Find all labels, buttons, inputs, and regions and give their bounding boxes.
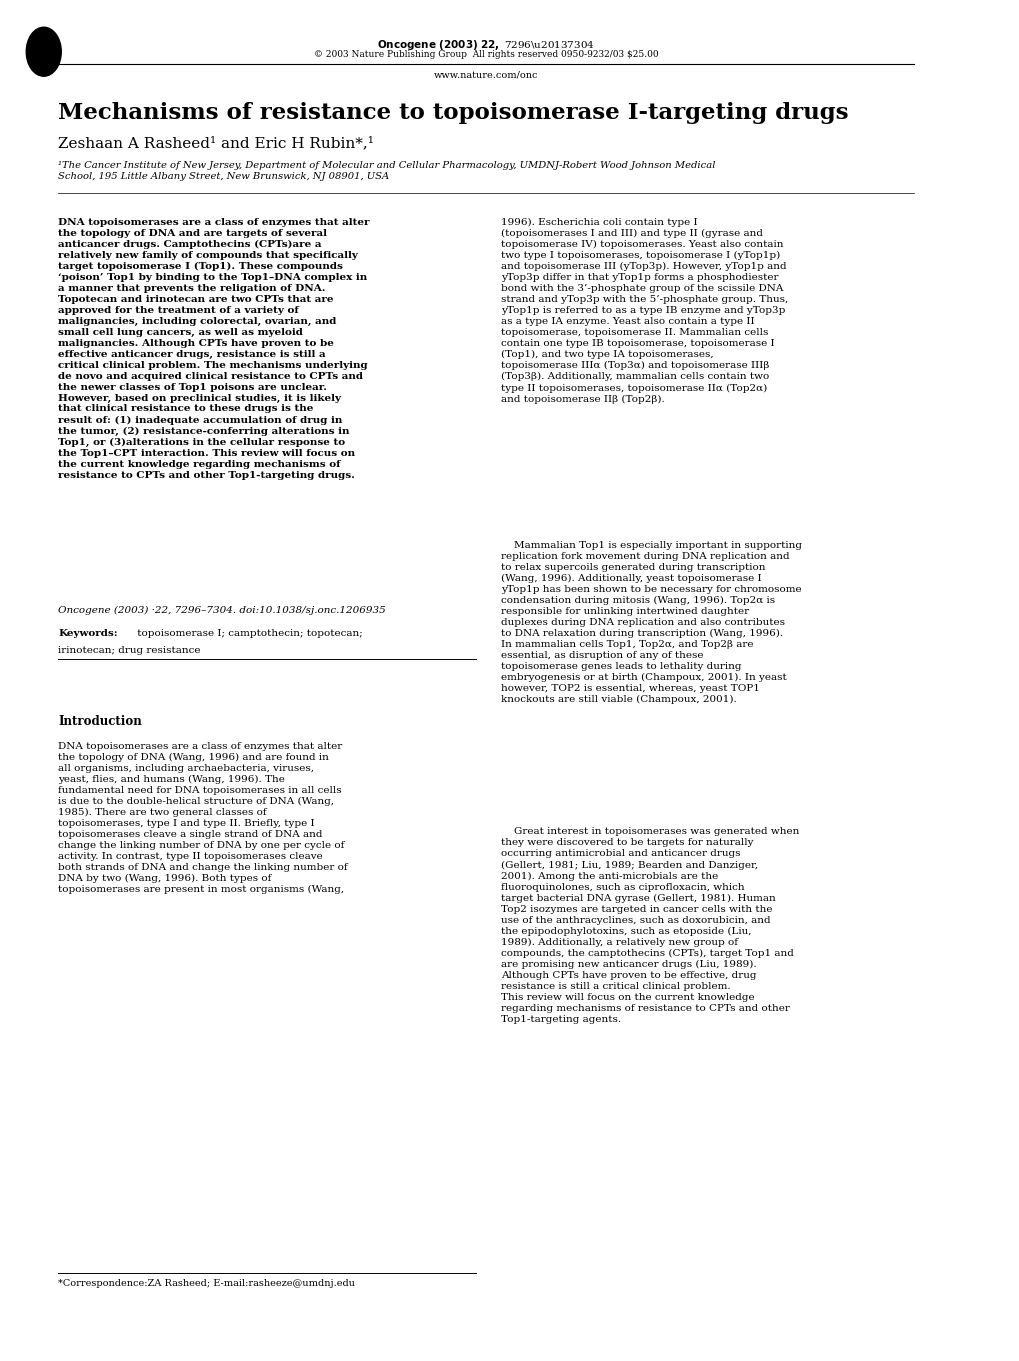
Text: Oncogene (2003) ·22, 7296–7304. doi:10.1038/sj.onc.1206935: Oncogene (2003) ·22, 7296–7304. doi:10.1… — [58, 606, 386, 615]
Text: Keywords:: Keywords: — [58, 629, 118, 638]
Text: ¹The Cancer Institute of New Jersey, Department of Molecular and Cellular Pharma: ¹The Cancer Institute of New Jersey, Dep… — [58, 161, 715, 181]
Text: Introduction: Introduction — [58, 715, 142, 728]
Text: DNA topoisomerases are a class of enzymes that alter
the topology of DNA (Wang, : DNA topoisomerases are a class of enzyme… — [58, 742, 347, 894]
Text: Mammalian Top1 is especially important in supporting
replication fork movement d: Mammalian Top1 is especially important i… — [500, 542, 801, 704]
Text: DNA topoisomerases are a class of enzymes that alter
the topology of DNA and are: DNA topoisomerases are a class of enzyme… — [58, 218, 370, 479]
Text: www.nature.com/onc: www.nature.com/onc — [433, 71, 538, 80]
Circle shape — [26, 27, 61, 76]
Text: *Correspondence:ZA Rasheed; E-mail:rasheeze@umdnj.edu: *Correspondence:ZA Rasheed; E-mail:rashe… — [58, 1279, 355, 1289]
Text: topoisomerase I; camptothecin; topotecan;: topoisomerase I; camptothecin; topotecan… — [135, 629, 363, 638]
Text: irinotecan; drug resistance: irinotecan; drug resistance — [58, 646, 201, 656]
Text: Zeshaan A Rasheed¹ and Eric H Rubin*,¹: Zeshaan A Rasheed¹ and Eric H Rubin*,¹ — [58, 136, 374, 150]
Text: npg: npg — [36, 48, 52, 56]
Text: © 2003 Nature Publishing Group  All rights reserved 0950-9232/03 $25.00: © 2003 Nature Publishing Group All right… — [314, 50, 658, 60]
Text: Great interest in topoisomerases was generated when
they were discovered to be t: Great interest in topoisomerases was gen… — [500, 827, 799, 1023]
Text: $\bf{Oncogene}$ $\bf{(2003)}$ $\bf{22,}$ 7296\u20137304: $\bf{Oncogene}$ $\bf{(2003)}$ $\bf{22,}$… — [377, 38, 594, 52]
Text: 1996). Escherichia coli contain type I
(topoisomerases I and III) and type II (g: 1996). Escherichia coli contain type I (… — [500, 218, 788, 404]
Text: Mechanisms of resistance to topoisomerase I-targeting drugs: Mechanisms of resistance to topoisomeras… — [58, 102, 848, 124]
